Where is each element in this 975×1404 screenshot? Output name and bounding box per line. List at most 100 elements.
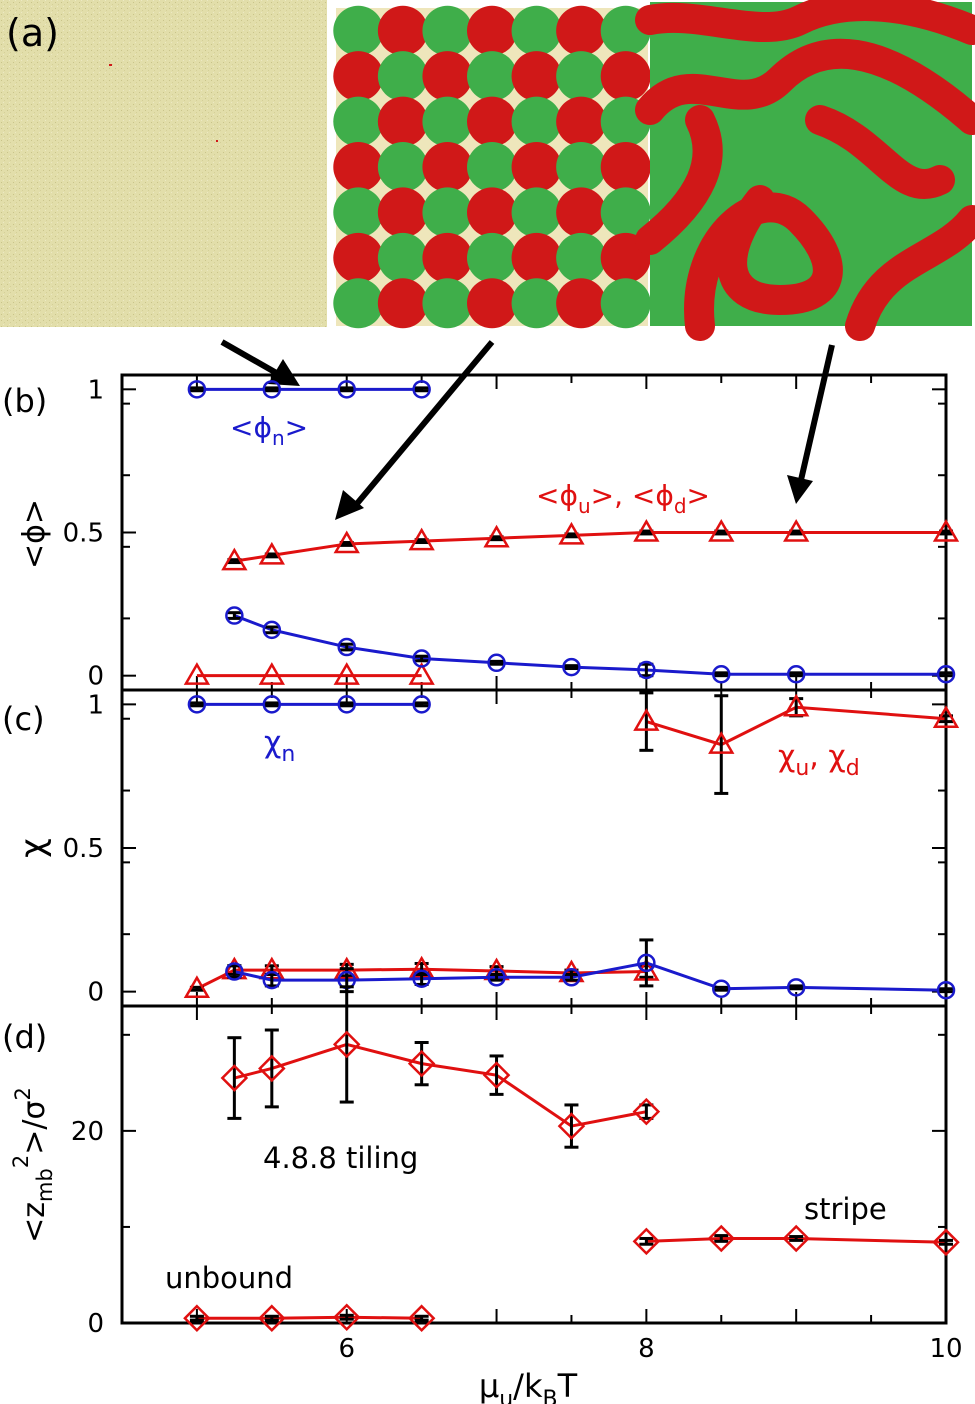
domain-blob <box>511 142 562 192</box>
y-tick-label: 0 <box>87 978 104 1008</box>
data-point <box>337 695 356 714</box>
domain-blob <box>377 142 428 192</box>
domain-blob <box>333 142 384 192</box>
domain-blob <box>377 232 428 283</box>
data-point <box>337 637 356 657</box>
y-tick-label: 1 <box>87 375 104 405</box>
domain-blob <box>467 5 517 56</box>
data-point <box>183 1304 211 1332</box>
domain-blob <box>511 51 562 102</box>
data-point <box>637 953 656 973</box>
ylabel-d: <zmb2>/σ2 <box>9 1087 57 1243</box>
annotation-unbound: unbound <box>165 1261 293 1295</box>
arrow-tiling <box>352 340 495 508</box>
series-line <box>646 1236 947 1244</box>
data-point <box>557 1112 586 1140</box>
domain-blob <box>556 278 607 329</box>
domain-blob <box>511 187 562 238</box>
data-point <box>262 620 282 640</box>
domain-blob <box>377 278 428 329</box>
panel-label-a: (a) <box>6 11 59 55</box>
arrow-unbound <box>220 339 282 378</box>
y-tick-label: 0.5 <box>63 519 104 549</box>
y-tick-label: 1 <box>87 690 104 720</box>
annotation-phi-n: <ϕn> <box>230 411 308 450</box>
data-point <box>332 1030 361 1059</box>
data-point <box>332 1303 361 1332</box>
domain-blob <box>422 96 473 147</box>
series-line <box>234 531 946 563</box>
data-point <box>562 968 581 987</box>
domain-blob <box>600 51 651 102</box>
data-point <box>487 653 506 673</box>
data-point <box>225 962 244 981</box>
series-line <box>233 1042 647 1128</box>
domain-blob <box>333 187 384 238</box>
arrows <box>220 339 835 520</box>
domain-blob <box>511 278 562 329</box>
data-point <box>412 649 431 668</box>
domain-blob <box>377 5 428 56</box>
ylabel-c: χ <box>13 838 53 858</box>
domain-blob <box>333 96 384 147</box>
domain-blob <box>600 278 651 329</box>
xlabel: μu/kBT <box>479 1367 578 1404</box>
data-point <box>633 708 660 731</box>
series-line <box>645 705 947 747</box>
series-line <box>234 961 947 992</box>
data-point <box>337 380 356 399</box>
annotation-chi-u-d: χu, χd <box>778 739 860 781</box>
domain-blob <box>600 187 651 238</box>
x-tick-label: 8 <box>638 1334 655 1364</box>
annotation-tiling: 4.8.8 tiling <box>263 1141 418 1175</box>
x-tick-label: 6 <box>338 1334 355 1364</box>
data-point <box>407 1304 436 1332</box>
domain-blob <box>467 51 517 102</box>
data-point <box>562 657 581 677</box>
data-point <box>932 705 960 728</box>
data-point <box>786 978 806 997</box>
data-point <box>412 969 431 988</box>
domain-blob <box>422 278 473 329</box>
data-point <box>712 979 731 999</box>
data-point <box>408 527 435 551</box>
stripe-domain <box>635 38 975 135</box>
data-point <box>258 662 285 685</box>
domain-blob <box>556 142 607 192</box>
domain-blob <box>422 187 473 238</box>
data-point <box>225 606 244 625</box>
data-point <box>632 1097 661 1126</box>
panel-label-c: (c) <box>2 700 45 738</box>
data-point <box>936 980 956 1000</box>
annotation-phi-u-d: <ϕu>, <ϕd> <box>536 479 710 518</box>
data-point <box>487 968 506 987</box>
data-point <box>187 380 207 399</box>
data-point <box>262 380 282 399</box>
data-point <box>707 1224 736 1253</box>
data-point <box>708 731 735 754</box>
stripe-domain <box>805 105 955 199</box>
annotation-chi-n: χn <box>264 725 295 767</box>
series-line <box>233 614 946 676</box>
data-point <box>932 519 960 542</box>
panel-a: (a) <box>0 0 975 341</box>
domain-blob <box>422 142 473 192</box>
domain-blob <box>511 232 562 283</box>
data-point <box>333 662 360 685</box>
data-point <box>932 1228 960 1257</box>
data-point <box>483 524 510 548</box>
data-point <box>708 519 735 542</box>
snapshot-unbound-speck <box>216 140 218 142</box>
snapshot-stripe <box>635 0 975 341</box>
arrowhead-icon <box>268 359 300 386</box>
data-point <box>783 693 810 717</box>
annotation-stripe: stripe <box>804 1192 887 1226</box>
domain-blob <box>556 187 607 238</box>
data-point <box>633 519 660 542</box>
ylabel-b: <ϕ> <box>17 499 52 569</box>
data-point <box>558 521 585 545</box>
arrow-stripe <box>798 344 835 481</box>
data-point <box>782 1224 810 1253</box>
domain-blob <box>333 278 384 329</box>
data-point <box>183 975 211 999</box>
